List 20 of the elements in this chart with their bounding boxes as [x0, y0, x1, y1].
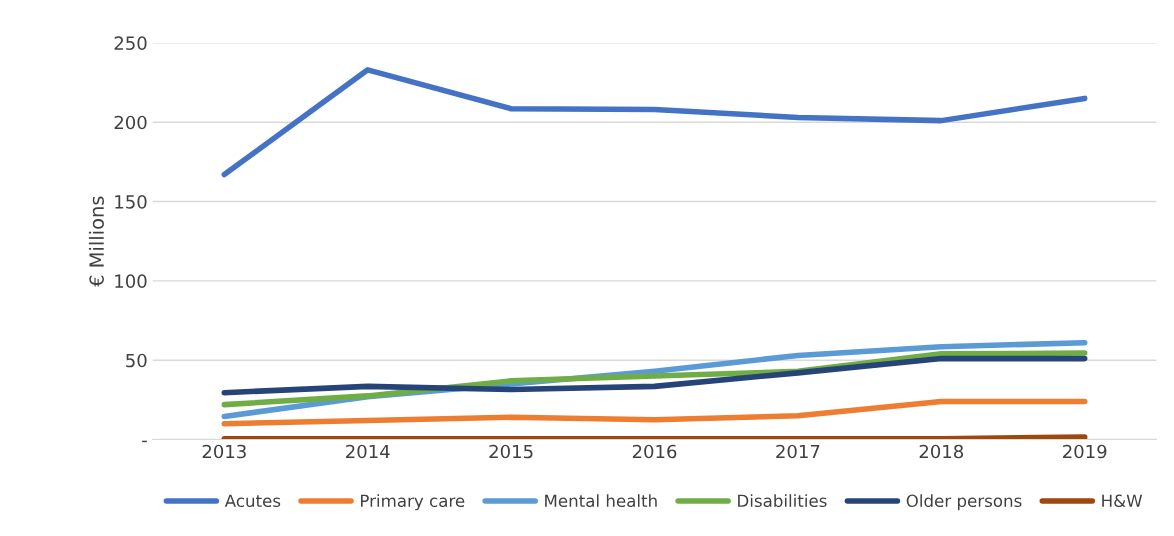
- x-tick-label: 2019: [1063, 444, 1107, 459]
- x-tick-label: 2016: [632, 444, 677, 459]
- x-tick-label: 2013: [202, 444, 246, 459]
- legend-label: Disabilities: [738, 494, 827, 508]
- legend-label: Acutes: [224, 494, 281, 508]
- legend-label: Mental health: [545, 494, 657, 508]
- y-tick-label: 150: [115, 195, 147, 209]
- x-tick-label: 2015: [489, 444, 533, 459]
- x-tick-label: 2014: [346, 444, 390, 459]
- y-tick-label: 50: [126, 353, 147, 368]
- x-tick-label: 2018: [919, 444, 964, 459]
- y-tick-label: 200: [114, 115, 147, 130]
- y-tick-label: -: [142, 440, 147, 443]
- legend-label: Primary care: [361, 494, 465, 511]
- y-tick-label: 250: [114, 36, 147, 50]
- legend-label: H&W: [1102, 494, 1143, 508]
- y-tick-label: 100: [115, 274, 147, 288]
- x-tick-label: 2017: [776, 444, 820, 459]
- legend-label: Older persons: [906, 494, 1022, 511]
- y-axis-title: € Millions: [88, 196, 104, 287]
